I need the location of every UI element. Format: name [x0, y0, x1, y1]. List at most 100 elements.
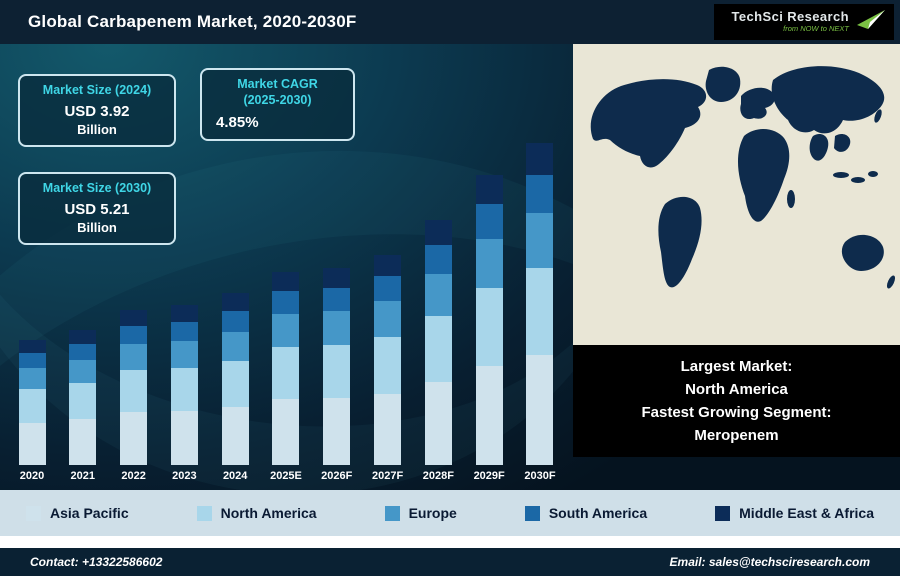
bar-stack [170, 305, 198, 465]
x-axis-tick-label: 2024 [222, 470, 248, 482]
bar-segment [18, 368, 46, 389]
stat-box-market-size-2030: Market Size (2030) USD 5.21 Billion [18, 172, 176, 245]
bar-stack [424, 220, 452, 465]
contact-phone: Contact: +13322586602 [30, 555, 163, 569]
stat-label: Market CAGR [237, 77, 318, 91]
x-axis-tick-label: 2029F [473, 470, 505, 482]
bar-segment [424, 316, 452, 382]
x-axis-tick-label: 2030F [524, 470, 556, 482]
bar-segment [18, 389, 46, 423]
bar-segment [323, 345, 351, 398]
bar-stack [526, 143, 554, 465]
bar-segment [475, 366, 503, 465]
bar-segment [69, 360, 97, 383]
legend-swatch-icon [715, 505, 731, 521]
stat-box-market-cagr: Market CAGR (2025-2030) 4.85% [200, 68, 355, 142]
legend-swatch-icon [384, 505, 400, 521]
legend-label: Europe [408, 505, 457, 521]
bar-segment [323, 311, 351, 345]
bar-column: 2024 [213, 293, 257, 482]
legend-swatch-icon [524, 505, 540, 521]
bar-segment [170, 341, 198, 368]
bar-column: 2020 [10, 340, 54, 482]
bar-segment [18, 353, 46, 368]
bar-segment [374, 394, 402, 465]
bar-segment [170, 305, 198, 322]
bar-segment [323, 288, 351, 311]
bar-column: 2025E [264, 272, 308, 482]
legend-swatch-icon [26, 505, 41, 521]
bar-segment [272, 347, 300, 399]
bar-segment [323, 268, 351, 288]
bar-column: 2021 [61, 330, 105, 482]
stat-label: Market Size (2030) [42, 181, 152, 195]
map-continents [590, 66, 896, 289]
contact-email: Email: sales@techsciresearch.com [669, 555, 870, 569]
stat-value: 4.85% [216, 114, 259, 132]
bar-segment [475, 288, 503, 366]
bar-segment [69, 344, 97, 360]
bar-stack [18, 340, 46, 465]
legend-label: Asia Pacific [50, 505, 129, 521]
bar-stack [221, 293, 249, 465]
bar-column: 2026F [315, 268, 359, 482]
bar-column: 2022 [112, 310, 156, 482]
header: Global Carbapenem Market, 2020-2030F Tec… [0, 0, 900, 44]
x-axis-tick-label: 2022 [121, 470, 146, 482]
bar-segment [374, 255, 402, 276]
legend-label: North America [220, 505, 317, 521]
logo-brand: TechSci Research [731, 9, 849, 25]
bar-segment [424, 382, 452, 465]
stat-unit: Billion [77, 121, 117, 137]
legend-item: Middle East & Africa [715, 505, 874, 521]
bar-segment [526, 213, 554, 268]
legend-label: Middle East & Africa [739, 505, 874, 521]
bar-segment [272, 314, 300, 347]
bar-segment [221, 332, 249, 361]
page-title: Global Carbapenem Market, 2020-2030F [28, 12, 357, 31]
bar-segment [69, 419, 97, 465]
legend-item: Asia Pacific [26, 505, 129, 521]
legend-item: South America [524, 505, 647, 521]
bar-column: 2027F [366, 255, 410, 482]
bar-segment [69, 330, 97, 344]
bar-segment [221, 407, 249, 465]
x-axis-tick-label: 2027F [371, 470, 404, 482]
callout-line: North America [685, 380, 788, 398]
bar-segment [18, 340, 46, 353]
footer: Contact: +13322586602 Email: sales@techs… [0, 548, 900, 576]
bar-segment [221, 361, 249, 407]
bar-segment [475, 239, 503, 288]
bar-stack [272, 272, 300, 465]
bar-stack [374, 255, 402, 465]
bar-segment [323, 398, 351, 465]
bar-segment [221, 293, 249, 311]
callout-line: Fastest Growing Segment: [641, 404, 832, 421]
bar-column: 2029F [467, 175, 511, 482]
stat-label: Market Size (2024) [42, 83, 152, 97]
x-axis-tick-label: 2021 [70, 470, 96, 482]
callout-box: Largest Market: North America Fastest Gr… [573, 345, 900, 457]
bar-segment [69, 383, 97, 419]
bar-segment [526, 175, 554, 213]
bar-segment [170, 411, 198, 465]
logo-tagline: from NOW to NEXT [783, 24, 849, 34]
bar-segment [374, 276, 402, 301]
bar-column: 2028F [416, 220, 460, 482]
bar-stack [475, 175, 503, 465]
callout-line: Meropenem [694, 427, 779, 445]
bar-segment [170, 322, 198, 341]
bar-segment [18, 423, 46, 465]
bar-segment [221, 311, 249, 332]
legend-swatch-icon [196, 505, 212, 521]
x-axis-tick-label: 2025E [270, 470, 302, 482]
bar-segment [424, 274, 452, 316]
stat-value: USD 3.92 [64, 102, 130, 120]
x-axis-tick-label: 2028F [422, 470, 454, 482]
bar-segment [374, 337, 402, 394]
stat-unit: Billion [77, 219, 117, 235]
callout-line: Largest Market: [680, 357, 793, 375]
legend-item: Europe [384, 505, 457, 521]
bar-segment [526, 355, 554, 465]
bar-segment [120, 370, 148, 412]
